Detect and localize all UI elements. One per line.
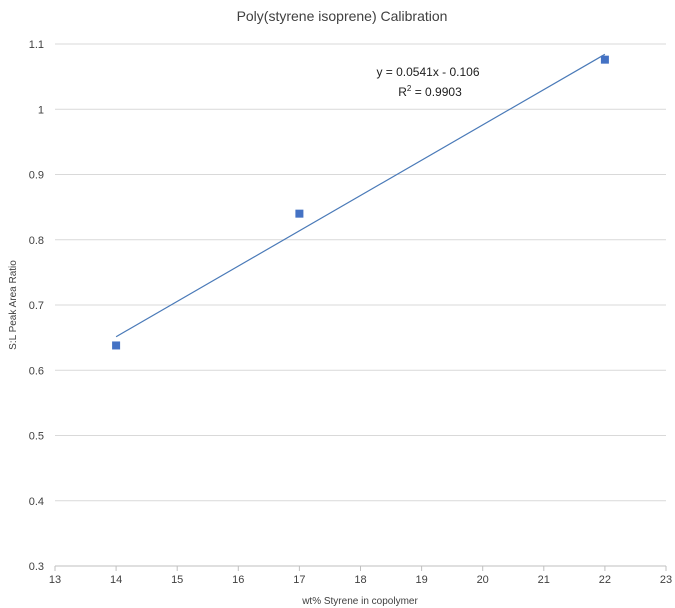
trendline-equation: y = 0.0541x - 0.106: [376, 65, 479, 79]
x-tick-label: 23: [660, 574, 672, 586]
trendline-layer: [115, 53, 606, 338]
x-tick-label: 22: [599, 574, 611, 586]
x-tick-label: 19: [415, 574, 427, 586]
data-point-layer: [112, 55, 609, 350]
r-squared-label: R2 = 0.9903: [398, 84, 462, 99]
y-tick-label: 0.8: [29, 235, 44, 247]
y-tick-label: 0.3: [29, 561, 44, 573]
y-tick-label: 0.7: [29, 300, 44, 312]
y-tick-label: 1.1: [29, 39, 44, 51]
y-tick-label: 0.5: [29, 431, 44, 443]
x-tick-label: 21: [538, 574, 550, 586]
y-tick-label: 1: [38, 104, 44, 116]
data-point: [295, 209, 304, 218]
x-tick-label: 20: [477, 574, 489, 586]
data-point: [600, 55, 609, 64]
r-squared-superscript: 2: [407, 84, 412, 93]
x-tick-label: 16: [232, 574, 244, 586]
x-axis-label: wt% Styrene in copolymer: [301, 596, 418, 607]
x-tick-label: 13: [49, 574, 61, 586]
y-tick-label: 0.4: [29, 496, 44, 508]
tick-label-layer: 0.3 0.4 0.5 0.6 0.7 0.8 0.9 1 1.1 13 14 15 16 17 18 19 2…: [29, 39, 672, 586]
trendline: [115, 53, 606, 338]
r-squared-value: = 0.9903: [411, 85, 462, 99]
x-tick-label: 17: [293, 574, 305, 586]
grid-layer: [55, 43, 666, 567]
chart-title: Poly(styrene isoprene) Calibration: [237, 8, 448, 24]
x-tick-label: 14: [110, 574, 122, 586]
x-tick-label: 18: [354, 574, 366, 586]
y-tick-label: 0.6: [29, 365, 44, 377]
y-axis-label: S:L Peak Area Ratio: [8, 260, 19, 350]
data-point: [112, 341, 121, 350]
x-tick-label: 15: [171, 574, 183, 586]
r-squared-prefix: R: [398, 85, 407, 99]
y-tick-label: 0.9: [29, 170, 44, 182]
